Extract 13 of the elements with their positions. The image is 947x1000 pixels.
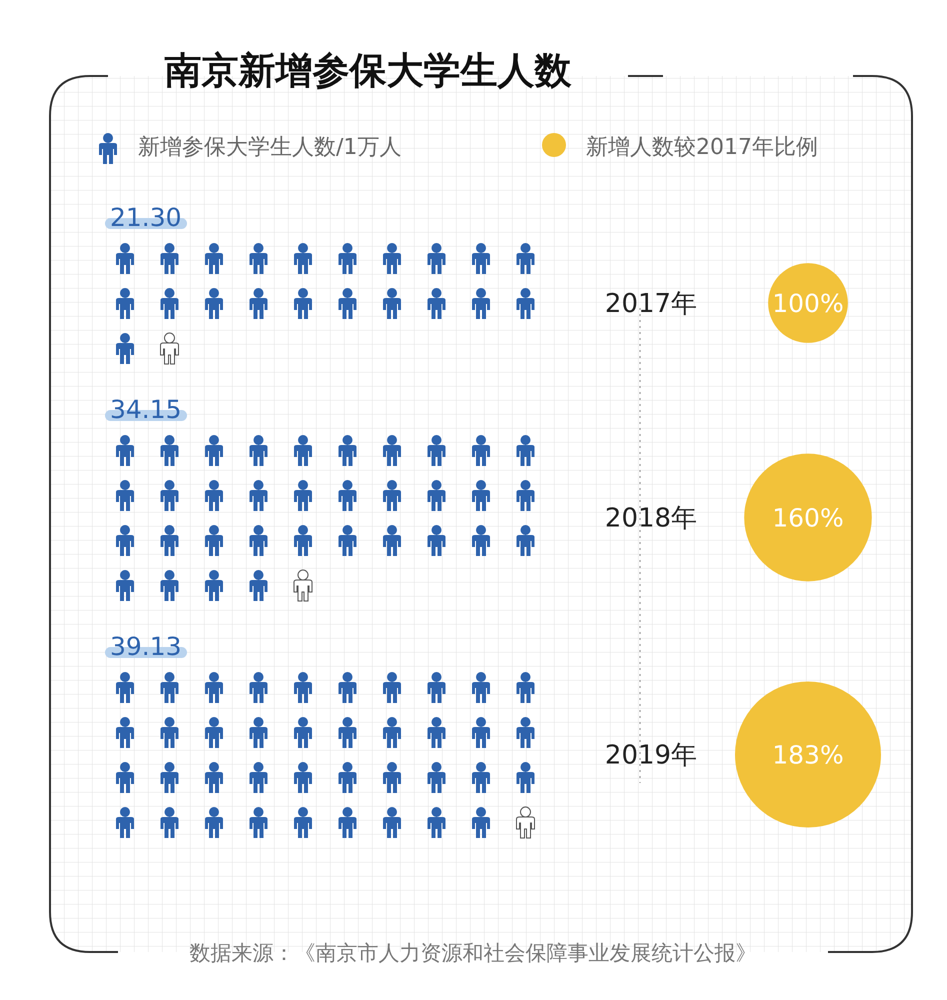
data-label: 160% bbox=[772, 504, 844, 532]
category-label: 2017年 bbox=[604, 289, 698, 319]
legend-label: 新增参保大学生人数/1万人 bbox=[138, 135, 402, 160]
data-label: 39.13 bbox=[110, 632, 182, 661]
data-label: 100% bbox=[772, 289, 844, 318]
legend-label: 新增人数较2017年比例 bbox=[586, 135, 818, 160]
category-label: 2019年 bbox=[604, 740, 698, 770]
category-label: 2018年 bbox=[604, 504, 698, 534]
data-label: 21.30 bbox=[110, 203, 182, 232]
data-label: 34.15 bbox=[110, 395, 182, 424]
text: 南京新增参保大学生人数 bbox=[164, 49, 572, 92]
data-label: 183% bbox=[772, 740, 844, 770]
source-note: 数据来源：《南京市人力资源和社会保障事业发展统计公报》 bbox=[190, 941, 756, 965]
